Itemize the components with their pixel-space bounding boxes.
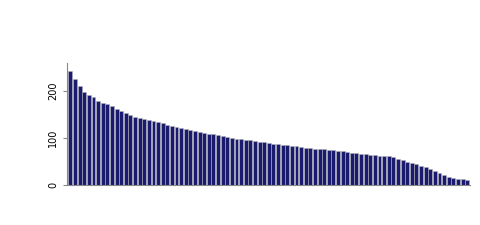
Bar (424, 167, 428, 184)
Bar (152, 122, 156, 184)
Bar (350, 153, 354, 184)
Bar (396, 159, 400, 184)
Bar (82, 92, 86, 184)
Bar (391, 158, 396, 184)
Bar (110, 106, 114, 184)
Bar (78, 86, 82, 184)
Bar (92, 97, 96, 184)
Bar (401, 160, 405, 184)
Bar (368, 155, 372, 184)
Bar (147, 120, 151, 184)
Bar (465, 180, 469, 184)
Bar (378, 155, 382, 184)
Bar (216, 135, 220, 184)
Bar (179, 128, 183, 184)
Bar (355, 153, 359, 184)
Bar (156, 122, 160, 184)
Bar (189, 130, 192, 184)
Bar (239, 139, 243, 184)
Bar (96, 101, 100, 184)
Bar (142, 119, 146, 184)
Bar (175, 127, 179, 184)
Bar (410, 163, 414, 184)
Bar (285, 145, 289, 184)
Bar (447, 177, 451, 184)
Bar (161, 123, 165, 184)
Bar (272, 144, 276, 184)
Bar (433, 171, 437, 184)
Bar (438, 173, 442, 184)
Bar (322, 149, 326, 184)
Bar (276, 144, 280, 184)
Bar (119, 111, 123, 184)
Bar (341, 151, 345, 184)
Bar (295, 146, 299, 184)
Bar (198, 132, 202, 184)
Bar (318, 149, 322, 184)
Bar (87, 95, 91, 184)
Bar (414, 164, 419, 184)
Bar (193, 131, 197, 184)
Bar (124, 113, 128, 184)
Bar (225, 137, 229, 184)
Bar (207, 134, 211, 184)
Bar (405, 162, 409, 184)
Bar (170, 126, 174, 184)
Bar (248, 140, 252, 184)
Bar (442, 175, 446, 184)
Bar (290, 146, 294, 184)
Bar (428, 169, 432, 184)
Bar (262, 142, 266, 184)
Bar (359, 154, 363, 184)
Bar (313, 148, 317, 184)
Bar (138, 118, 142, 184)
Bar (281, 145, 285, 184)
Bar (230, 138, 234, 184)
Bar (373, 155, 377, 184)
Bar (73, 79, 77, 184)
Bar (253, 141, 257, 184)
Bar (461, 179, 465, 184)
Bar (115, 109, 119, 184)
Bar (387, 156, 391, 184)
Bar (364, 154, 368, 184)
Bar (299, 147, 303, 184)
Bar (267, 143, 271, 184)
Bar (165, 125, 169, 184)
Bar (244, 140, 248, 184)
Bar (327, 150, 331, 184)
Bar (129, 115, 132, 184)
Bar (304, 148, 308, 184)
Bar (258, 142, 262, 184)
Bar (184, 129, 188, 184)
Bar (202, 133, 206, 184)
Bar (456, 179, 460, 184)
Bar (221, 136, 225, 184)
Bar (336, 151, 340, 184)
Bar (106, 104, 109, 184)
Bar (331, 150, 336, 184)
Bar (419, 166, 423, 184)
Bar (345, 152, 349, 184)
Bar (308, 148, 312, 184)
Bar (235, 139, 239, 184)
Bar (101, 103, 105, 184)
Bar (133, 117, 137, 184)
Bar (69, 71, 72, 184)
Bar (451, 178, 456, 184)
Bar (382, 156, 386, 184)
Bar (212, 135, 216, 184)
